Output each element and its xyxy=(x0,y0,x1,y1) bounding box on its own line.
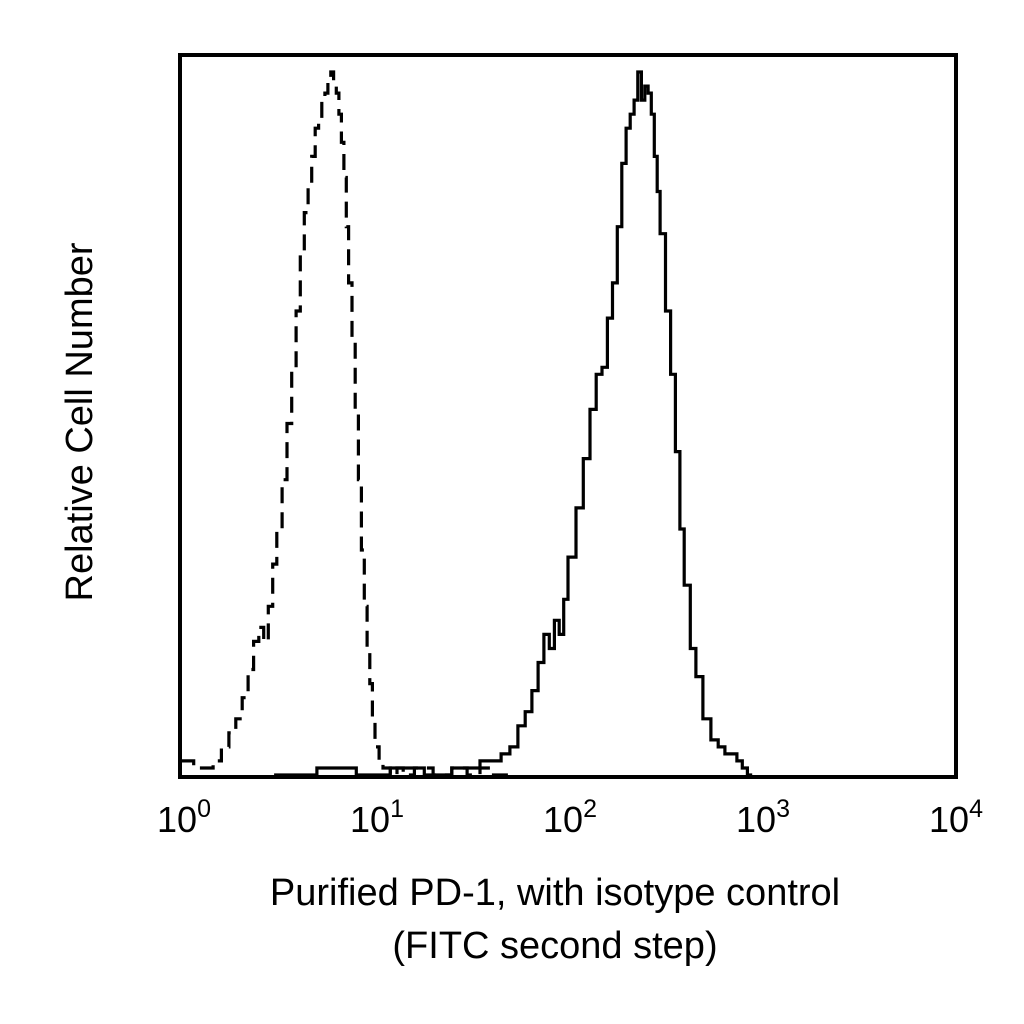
x-tick-base: 10 xyxy=(736,799,776,840)
x-tick-label: 104 xyxy=(929,795,983,840)
isotype-control-histogram xyxy=(182,70,510,777)
x-tick-label: 100 xyxy=(157,795,211,840)
x-tick-base: 10 xyxy=(350,799,390,840)
x-tick-base: 10 xyxy=(929,799,969,840)
plot-frame xyxy=(178,53,958,779)
y-axis-label: Relative Cell Number xyxy=(59,242,101,601)
x-axis-label: Purified PD-1, with isotype control xyxy=(270,872,840,914)
x-tick-label: 102 xyxy=(543,795,597,840)
plot-area xyxy=(182,70,753,777)
x-tick-labels: 100 101 102 103 104 xyxy=(157,795,983,840)
x-tick-exponent: 0 xyxy=(197,795,211,823)
x-tick-exponent: 2 xyxy=(583,795,597,823)
x-tick-exponent: 4 xyxy=(969,795,983,823)
x-tick-label: 103 xyxy=(736,795,790,840)
x-tick-label: 101 xyxy=(350,795,404,840)
series-group xyxy=(182,70,753,777)
x-axis-label-line2: (FITC second step) xyxy=(392,925,717,967)
x-tick-base: 10 xyxy=(157,799,197,840)
pd1-histogram xyxy=(274,70,753,777)
x-tick-exponent: 1 xyxy=(390,795,404,823)
x-tick-exponent: 3 xyxy=(776,795,790,823)
x-tick-base: 10 xyxy=(543,799,583,840)
